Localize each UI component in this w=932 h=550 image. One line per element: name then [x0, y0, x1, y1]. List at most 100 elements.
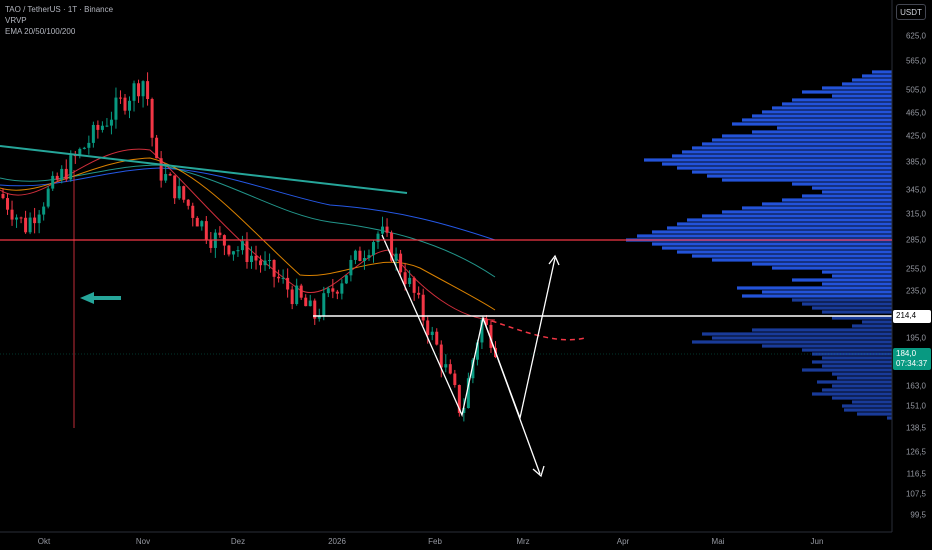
price-tick: 107,5 [905, 489, 926, 499]
time-axis[interactable]: Okt Nov Dez 2026 Feb Mrz Apr Mai Jun [0, 532, 892, 550]
candle-body [209, 239, 213, 248]
candles [1, 72, 497, 422]
volume-bar [852, 324, 892, 328]
candle-body [390, 232, 394, 261]
volume-bar [752, 130, 892, 134]
volume-bar [712, 138, 892, 142]
volume-bar [644, 158, 892, 162]
candle-body [78, 148, 82, 157]
candle-body [19, 217, 23, 219]
price-tick: 116,5 [906, 469, 926, 479]
candle-body [471, 359, 475, 379]
time-tick: Nov [135, 537, 151, 546]
price-tick: 425,0 [905, 131, 926, 141]
candle-body [290, 289, 294, 305]
volume-bar [662, 162, 892, 166]
arrow-up-head-icon [548, 254, 560, 266]
candle-body [64, 168, 68, 180]
candle-body [362, 257, 366, 262]
candle-body [141, 81, 145, 97]
drawings[interactable] [0, 145, 892, 478]
volume-bar [702, 142, 892, 146]
candle-body [340, 283, 344, 294]
volume-bar [677, 222, 892, 226]
price-tick: 99,5 [910, 510, 926, 520]
candle-body [37, 214, 41, 224]
candle-body [168, 174, 172, 176]
candle-body [371, 242, 375, 256]
candle-body [177, 186, 181, 199]
candle-body [281, 277, 285, 279]
candle-body [118, 97, 122, 99]
candle-body [236, 250, 240, 252]
volume-bar [822, 282, 892, 286]
candle-body [6, 198, 10, 210]
price-tick: 315,0 [905, 209, 926, 219]
price-tick: 345,0 [905, 185, 926, 195]
ema-200-line [0, 167, 496, 241]
candle-body [186, 199, 190, 206]
volume-bar [822, 356, 892, 360]
volume-bar [752, 114, 892, 118]
candle-body [475, 342, 479, 360]
volume-bar [802, 348, 892, 352]
candle-body [218, 232, 222, 236]
current-price-label: 184,0 07:34:37 [893, 348, 931, 370]
candle-body [60, 168, 64, 180]
volume-bar [832, 316, 892, 320]
volume-bar [842, 404, 892, 408]
volume-bar [792, 98, 892, 102]
volume-bar [677, 166, 892, 170]
volume-bar [652, 230, 892, 234]
volume-bar [692, 340, 892, 344]
candle-body [435, 331, 439, 345]
volume-bar [832, 274, 892, 278]
candle-body [272, 260, 276, 277]
price-tick: 138,5 [905, 423, 926, 433]
volume-bar [782, 102, 892, 106]
candle-body [155, 137, 159, 159]
volume-bar [762, 344, 892, 348]
volume-bar [844, 408, 892, 412]
volume-bar [832, 396, 892, 400]
indicator-vrvp[interactable]: VRVP [5, 16, 27, 25]
candle-body [191, 205, 195, 218]
volume-bar [802, 90, 892, 94]
candle-body [15, 217, 19, 220]
candle-body [353, 250, 357, 260]
candle-body [466, 378, 470, 409]
volume-bar [742, 206, 892, 210]
volume-bar [837, 376, 892, 380]
candle-body [1, 194, 5, 199]
candle-body [10, 209, 14, 220]
volume-bar [762, 290, 892, 294]
candle-body [51, 175, 55, 189]
trendline [0, 145, 408, 194]
candle-body [82, 147, 86, 149]
currency-button[interactable]: USDT [896, 4, 926, 20]
volume-bar [772, 106, 892, 110]
indicator-ema[interactable]: EMA 20/50/100/200 [5, 27, 76, 36]
time-tick: Mrz [516, 537, 530, 546]
chart-legend: TAO / TetherUS · 1T · Binance VRVP EMA 2… [5, 4, 113, 37]
candle-body [448, 364, 452, 374]
candle-body [263, 260, 267, 266]
candle-body [331, 288, 335, 292]
candle-body [394, 253, 398, 261]
candle-body [114, 97, 118, 120]
volume-bar [802, 194, 892, 198]
candle-body [105, 125, 109, 127]
price-axis[interactable]: 625,0 565,0 505,0 465,0 425,0 385,0 345,0 315,0… [892, 0, 932, 532]
candle-body [69, 155, 73, 180]
volume-bar [687, 218, 892, 222]
price-tick: 625,0 [905, 31, 926, 41]
candle-body [173, 175, 177, 199]
ema-50-line [0, 157, 496, 311]
price-tick: 565,0 [905, 56, 926, 66]
symbol-title[interactable]: TAO / TetherUS · 1T · Binance [5, 5, 114, 14]
volume-bar [702, 214, 892, 218]
candle-body [484, 319, 488, 325]
price-tick: 163,0 [905, 381, 926, 391]
candle-body [439, 344, 443, 368]
